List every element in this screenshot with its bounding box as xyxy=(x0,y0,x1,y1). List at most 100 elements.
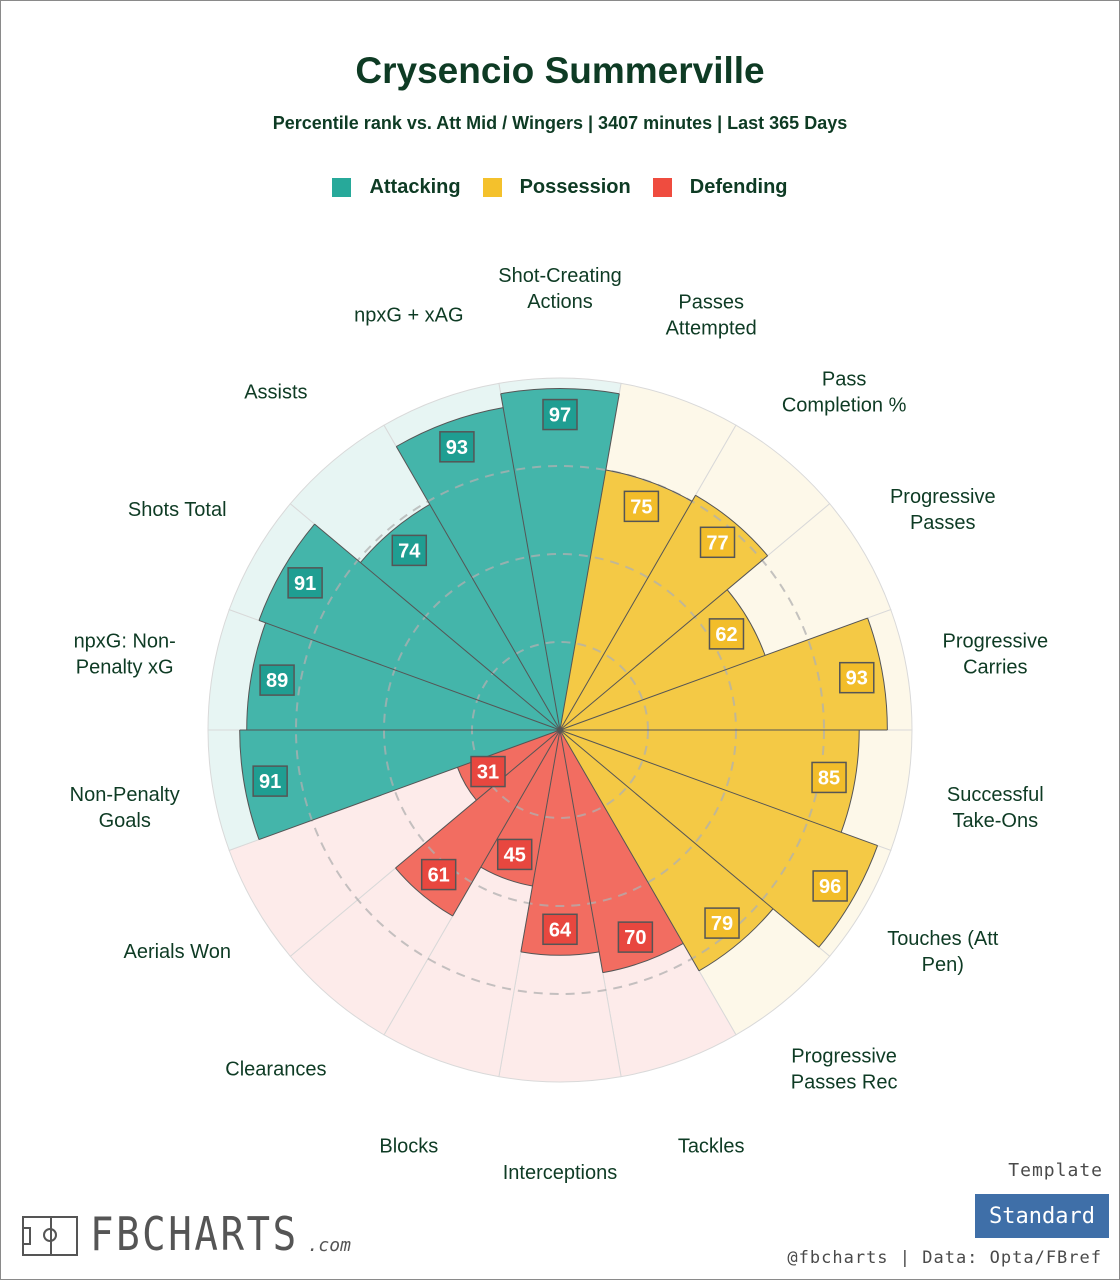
value-badge-box xyxy=(439,431,475,463)
bar-outline xyxy=(818,845,879,948)
value-badge-box xyxy=(470,755,506,788)
value-badge-box xyxy=(839,661,875,694)
value-badge-box xyxy=(496,838,533,871)
value-badge-box xyxy=(812,870,848,902)
logo-text: FBCHARTS xyxy=(90,1207,299,1261)
bar-outline xyxy=(602,942,684,974)
fbcharts-logo: FBCHARTS .com xyxy=(22,1207,351,1261)
legend-item-defending: Defending xyxy=(652,176,788,199)
value-badge: 91 xyxy=(252,765,288,797)
category-label: Interceptions xyxy=(503,1162,618,1184)
value-badge: 70 xyxy=(617,921,654,953)
bar-outline xyxy=(840,729,860,833)
value-badge: 62 xyxy=(708,618,745,650)
value-badge: 79 xyxy=(704,907,740,939)
bar-successful-take-ons xyxy=(560,730,860,833)
bar-outline xyxy=(726,589,766,656)
value-badge-box xyxy=(391,534,428,567)
value-badge-box xyxy=(699,526,736,559)
category-label: Tackles xyxy=(678,1135,745,1157)
bar-tackles xyxy=(560,730,684,973)
legend-swatch-defending xyxy=(652,178,672,197)
value-label: 97 xyxy=(549,405,571,427)
value-badge-box xyxy=(259,664,295,696)
bar-npxg-non-penalty-xg xyxy=(246,622,560,730)
bar-outline xyxy=(480,866,533,887)
category-label: Shots Total xyxy=(128,499,227,521)
value-label: 91 xyxy=(294,573,316,595)
bar-outline xyxy=(605,469,693,502)
category-label: Touches (Att Pen) xyxy=(887,928,999,976)
value-badge: 96 xyxy=(812,870,848,902)
value-badge-box xyxy=(420,858,457,891)
legend-label-attacking: Attacking xyxy=(369,176,461,198)
value-label: 61 xyxy=(428,865,450,887)
value-label: 93 xyxy=(846,668,868,690)
category-labels: Shot-Creating Actions Passes Attempted Pass C… xyxy=(70,265,1048,1184)
value-label: 45 xyxy=(504,844,526,866)
separator-line xyxy=(559,555,768,731)
category-label: Assists xyxy=(244,381,307,403)
bar-outline xyxy=(456,767,477,801)
separator-line xyxy=(520,729,561,952)
bar-passes-attempted xyxy=(560,470,692,730)
logo-suffix: .com xyxy=(307,1235,351,1256)
bar-outline xyxy=(360,503,431,563)
value-badge: 85 xyxy=(811,761,847,794)
legend-label-possession: Possession xyxy=(519,176,631,198)
value-label: 62 xyxy=(715,624,737,646)
value-label: 85 xyxy=(818,767,840,789)
category-label: Blocks xyxy=(379,1135,438,1157)
value-label: 79 xyxy=(711,913,733,935)
value-badge: 64 xyxy=(542,913,578,946)
category-label: Shot-Creating Actions xyxy=(498,265,621,313)
bar-outline xyxy=(698,908,774,972)
category-label: Non-Penalty Goals xyxy=(70,784,180,832)
legend-item-attacking: Attacking xyxy=(332,176,461,199)
value-label: 91 xyxy=(259,771,281,793)
bar-outline xyxy=(246,622,267,731)
bar-shots-total xyxy=(259,524,560,730)
bar-outline xyxy=(500,388,620,395)
template-button[interactable]: Standard xyxy=(975,1194,1109,1238)
value-badge: 97 xyxy=(542,398,578,431)
separator-line xyxy=(395,446,561,731)
value-badge-box xyxy=(623,490,660,523)
bar-outline xyxy=(395,867,453,917)
bar-npxg-xag xyxy=(396,407,560,730)
pitch-icon xyxy=(22,1216,78,1256)
category-label: Progressive Carries xyxy=(942,630,1048,678)
value-label: 70 xyxy=(624,927,646,949)
category-label: npxG: Non-Penalty xG xyxy=(74,630,176,678)
value-badge: 45 xyxy=(496,838,533,871)
separator-line xyxy=(559,729,820,948)
value-label: 96 xyxy=(819,876,841,898)
value-badge-box xyxy=(542,398,578,431)
legend-swatch-possession xyxy=(482,178,502,197)
value-badge-box xyxy=(287,567,323,599)
bar-outline xyxy=(258,523,316,621)
separator-line xyxy=(559,617,868,731)
bar-outline xyxy=(695,494,769,557)
value-badge: 75 xyxy=(623,490,660,523)
bar-touches-att-pen- xyxy=(560,730,878,948)
value-badge: 93 xyxy=(439,431,475,463)
value-badge: 74 xyxy=(391,534,428,567)
category-label: Progressive Passes Rec xyxy=(791,1046,898,1094)
bar-outline xyxy=(520,951,600,956)
value-badge: 91 xyxy=(287,567,323,599)
value-badge: 93 xyxy=(839,661,875,694)
bar-interceptions xyxy=(520,730,600,956)
bar-outline xyxy=(867,617,888,731)
separator-line xyxy=(314,523,561,731)
value-label: 31 xyxy=(477,762,499,784)
legend-swatch-attacking xyxy=(332,178,352,197)
value-badge-box xyxy=(617,921,654,953)
value-badge: 31 xyxy=(470,755,506,788)
separator-line xyxy=(559,393,620,731)
value-label: 64 xyxy=(549,919,572,941)
legend-item-possession: Possession xyxy=(482,176,631,199)
category-label: Passes Attempted xyxy=(666,292,757,340)
separator-line xyxy=(559,495,696,731)
